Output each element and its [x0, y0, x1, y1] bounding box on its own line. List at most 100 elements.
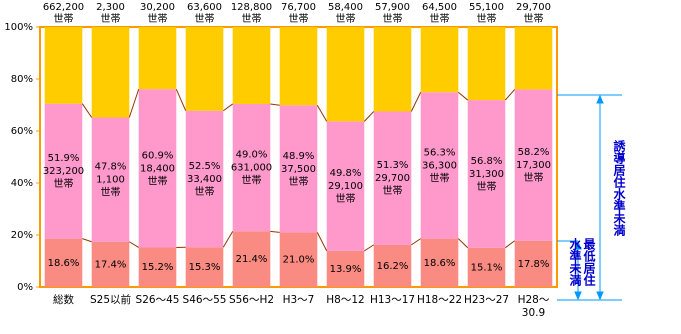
bar-segment	[420, 92, 459, 239]
households-label: 37,500	[281, 164, 316, 175]
unit-label: 世帯	[289, 175, 309, 188]
total-label: 2,300	[96, 2, 125, 13]
bar-segment	[44, 238, 83, 287]
x-tick-label: S25以前	[89, 294, 132, 306]
y-tick-label: 0%	[17, 282, 33, 293]
annotation: 誘導居住水準未満	[612, 140, 626, 236]
series-line	[82, 238, 92, 243]
bar-segment	[44, 103, 83, 239]
bar-segment	[420, 27, 459, 93]
bar-segment	[232, 103, 271, 232]
total-label: 55,100	[469, 2, 504, 13]
series-line	[316, 105, 328, 122]
value-label: 17.8%	[518, 259, 550, 270]
value-label: 52.5%	[189, 161, 221, 172]
bar-segment	[91, 241, 130, 287]
value-label: 13.9%	[330, 264, 362, 275]
value-label: 15.1%	[471, 262, 503, 273]
households-label: 31,300	[469, 169, 504, 180]
x-tick-label: H28～30.9	[517, 294, 550, 319]
y-tick-label: 60%	[11, 126, 33, 137]
bar-segment	[514, 27, 553, 90]
series-line	[222, 231, 234, 248]
value-label: 21.4%	[236, 254, 268, 265]
arrow-head	[596, 94, 604, 301]
unit-label: 世帯	[148, 174, 168, 187]
households-label: 29,100	[328, 181, 363, 192]
x-tick-label: S56～H2	[228, 294, 275, 306]
total-label: 58,400	[328, 2, 363, 13]
unit-label: 世帯	[336, 192, 356, 205]
brackets	[557, 94, 622, 301]
x-tick-label: H18～22	[416, 294, 463, 306]
series-line	[175, 88, 187, 111]
bar-segment	[373, 244, 412, 287]
households-label: 631,000	[231, 163, 272, 174]
bar-segment	[373, 27, 412, 112]
value-label: 15.3%	[189, 262, 221, 273]
households-label: 323,200	[43, 166, 84, 177]
value-label: 60.9%	[142, 150, 174, 161]
bar-segment	[232, 27, 271, 104]
households-label: 17,300	[516, 160, 551, 171]
total-label: 29,700	[516, 2, 551, 13]
households-label: 29,700	[375, 173, 410, 184]
unit-label: 世帯	[383, 12, 403, 25]
series-line	[505, 240, 515, 249]
bar-segment	[44, 27, 83, 104]
x-tick-label: H3～7	[282, 294, 315, 306]
unit-label: 世帯	[477, 180, 497, 193]
unit-label: 世帯	[524, 171, 544, 184]
annotation: 最低居住水準未満	[568, 238, 596, 286]
bar-segment	[185, 247, 224, 287]
y-tick-label: 20%	[11, 230, 33, 241]
bar-segment	[420, 238, 459, 287]
series-line	[129, 241, 139, 248]
bar-segment	[514, 240, 553, 287]
bar-segment	[467, 100, 506, 248]
unit-label: 世帯	[242, 174, 262, 187]
bar-segment	[138, 27, 177, 90]
households-label: 33,400	[187, 174, 222, 185]
x-tick-label: 総数	[53, 294, 74, 306]
series-line	[316, 232, 328, 252]
value-label: 51.3%	[377, 160, 409, 171]
unit-label: 世帯	[195, 185, 215, 198]
series-line	[504, 89, 516, 101]
unit-label: 世帯	[430, 12, 450, 25]
bar-segment	[326, 250, 365, 287]
bar-segment	[185, 110, 224, 248]
bar-segment	[514, 89, 553, 241]
value-label: 51.9%	[48, 153, 80, 164]
x-tick-label: H23～27	[463, 294, 510, 306]
total-label: 63,600	[187, 2, 222, 13]
households-label: 1,100	[96, 175, 125, 186]
value-label: 58.2%	[518, 147, 550, 158]
bar-segment	[185, 27, 224, 111]
households-label: 18,400	[140, 163, 175, 174]
bar-segment	[467, 27, 506, 101]
unit-label: 世帯	[336, 12, 356, 25]
unit-label: 世帯	[195, 12, 215, 25]
value-label: 48.9%	[283, 151, 315, 162]
total-label: 662,200	[43, 2, 84, 13]
value-label: 49.0%	[236, 150, 268, 161]
bar-segment	[91, 27, 130, 118]
series-line	[270, 230, 280, 233]
unit-label: 世帯	[524, 12, 544, 25]
total-label: 76,700	[281, 2, 316, 13]
series-line	[364, 244, 374, 252]
series-line	[128, 88, 140, 118]
y-tick-label: 40%	[11, 178, 33, 189]
unit-label: 世帯	[54, 177, 74, 190]
total-label: 57,900	[375, 2, 410, 13]
y-tick-label: 80%	[11, 74, 33, 85]
unit-label: 世帯	[383, 184, 403, 197]
bar-segment	[326, 27, 365, 122]
value-label: 18.6%	[424, 258, 456, 269]
value-label: 16.2%	[377, 261, 409, 272]
series-line	[411, 238, 421, 246]
bar-segment	[279, 105, 318, 233]
series-line	[457, 238, 469, 249]
